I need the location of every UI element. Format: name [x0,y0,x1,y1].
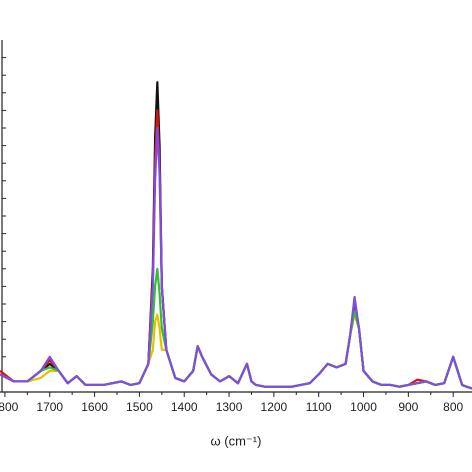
x-tick-label: 1600 [81,400,108,414]
series-line [0,81,472,390]
x-tick-label: 900 [398,400,418,414]
series-line [0,313,472,390]
y-axis-ticks [2,57,6,393]
x-tick-label: 1000 [350,400,377,414]
x-tick-label: 800 [443,400,463,414]
x-tick-label: 1800 [0,400,19,414]
x-tick-label: 1500 [126,400,153,414]
x-tick-label: 1200 [261,400,288,414]
x-axis-label: ω (cm⁻¹) [211,433,262,448]
x-tick-label: 1700 [36,400,63,414]
series-line [0,109,472,390]
series-line [0,267,472,390]
series-line [0,126,472,390]
x-tick-label: 1300 [216,400,243,414]
x-tick-label: 1100 [306,400,332,414]
x-tick-label: 1400 [171,400,198,414]
